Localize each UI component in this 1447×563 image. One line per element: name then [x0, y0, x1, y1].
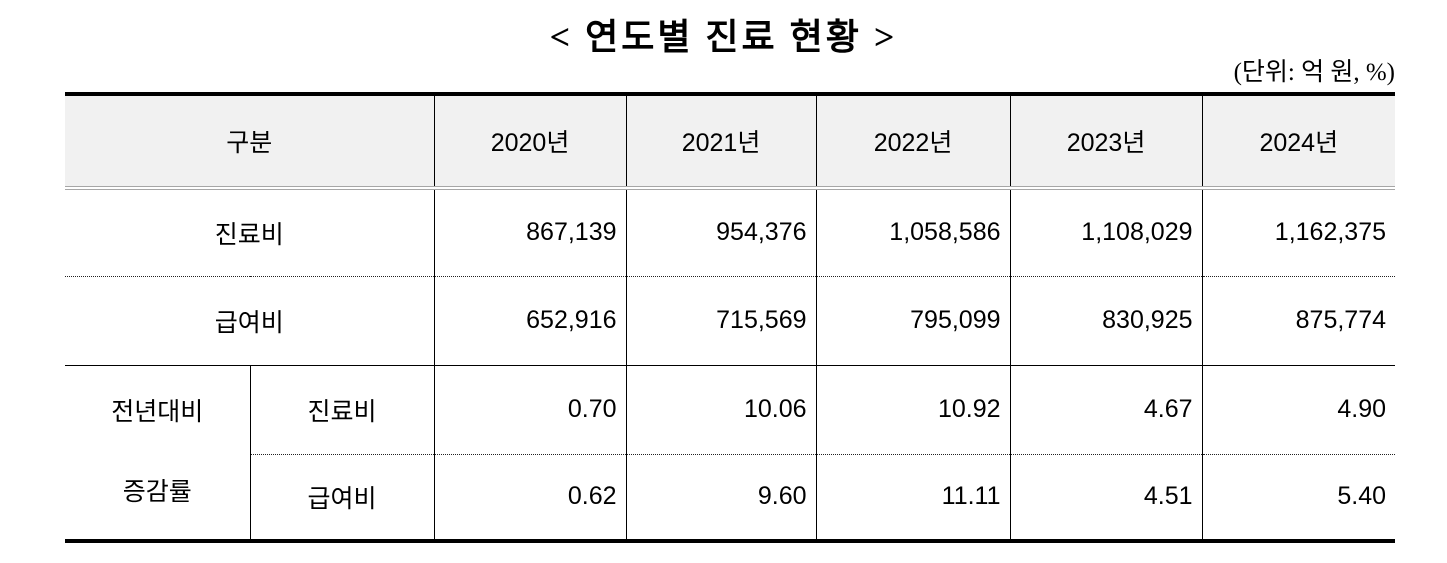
cell-value: 652,916: [434, 276, 627, 366]
row-label: 진료비: [250, 365, 435, 455]
header-cell-year-2021: 2021년: [626, 94, 817, 190]
cell-value: 9.60: [626, 454, 817, 541]
cell-value: 867,139: [434, 188, 627, 277]
cell-value: 0.70: [434, 365, 627, 455]
table-row-benefit-cost: 급여비 652,916 715,569 795,099 830,925 875,…: [65, 276, 1396, 366]
cell-value: 11.11: [816, 454, 1011, 541]
unit-note: (단위: 억 원, %): [1233, 59, 1395, 86]
cell-value: 715,569: [626, 276, 817, 366]
growth-group-label: 전년대비 증감률: [65, 365, 251, 542]
cell-value: 830,925: [1010, 276, 1203, 366]
row-label: 진료비: [65, 188, 435, 277]
cell-value: 5.40: [1337, 482, 1387, 511]
cell-value: 4.90: [1202, 365, 1396, 455]
header-cell-year-2024: 2024년: [1202, 94, 1396, 190]
row-label: 급여비: [250, 454, 435, 541]
cell-value: 875,774: [1202, 276, 1396, 366]
growth-label-line2: 증감률: [122, 478, 192, 507]
cell-value: 4.51: [1010, 454, 1203, 541]
cell-value: 4.67: [1010, 365, 1203, 455]
header-cell-year-2022: 2022년: [816, 94, 1011, 190]
cell-value: 1,058,586: [816, 188, 1011, 277]
table-row-treatment-cost: 진료비 867,139 954,376 1,058,586 1,108,029 …: [65, 188, 1396, 277]
header-cell-year-2020: 2020년: [434, 94, 627, 190]
page-title: < 연도별 진료 현황 >: [549, 17, 898, 57]
cell-value: 0.62: [434, 454, 627, 541]
cell-value: 10.92: [816, 365, 1011, 455]
table-header-row: 구분 2020년 2021년 2022년 2023년 2024년: [65, 94, 1396, 190]
cell-value: 1,108,029: [1010, 188, 1203, 277]
growth-label-line1: 전년대비: [111, 398, 204, 427]
header-cell-gubun: 구분: [65, 94, 435, 190]
table-row-growth-benefit: 급여비 0.62 9.60 11.11 4.51 5.40: [65, 454, 1395, 541]
row-label: 급여비: [65, 276, 435, 366]
cell-value: 10.06: [626, 365, 817, 455]
cell-value: 1,162,375: [1202, 188, 1396, 277]
cell-value: 954,376: [626, 188, 817, 277]
annual-treatment-table: 구분 2020년 2021년 2022년 2023년 2024년 진료비 867…: [65, 92, 1396, 543]
table-row-growth-treatment: 전년대비 증감률 진료비 0.70 10.06 10.92 4.67 4.90: [65, 365, 1396, 542]
header-cell-year-2023: 2023년: [1010, 94, 1203, 190]
cell-value: 795,099: [816, 276, 1011, 366]
